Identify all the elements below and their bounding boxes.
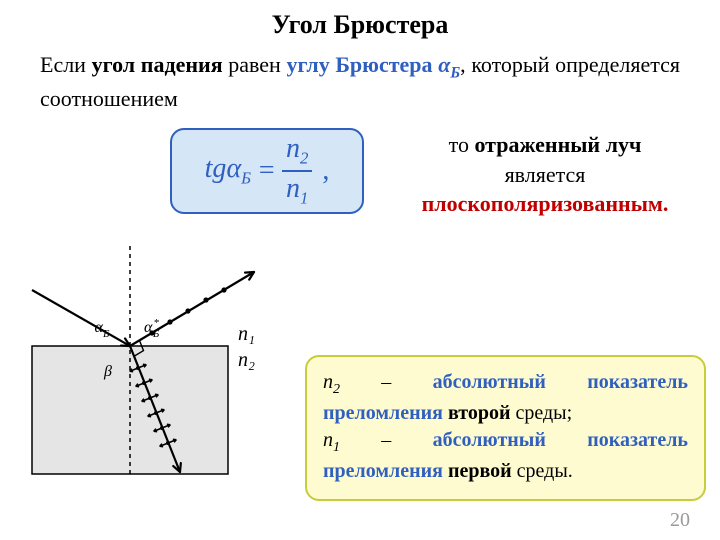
formula-comma: , <box>322 157 329 185</box>
note-dash1: – <box>340 371 433 393</box>
consequence-text: то отраженный луч является плоскополяриз… <box>395 130 695 219</box>
formula-fraction: n2 n1 <box>282 135 312 208</box>
intro-blue-var: α <box>438 52 450 77</box>
intro-text: Если угол падения равен углу Брюстера αБ… <box>40 50 680 114</box>
intro-blue-sub: Б <box>450 64 460 81</box>
note-n2-n: n <box>323 371 333 393</box>
note-n1-sub: 1 <box>333 440 340 455</box>
note-box: n2 – абсолютный показатель преломления в… <box>305 355 706 501</box>
intro-blue: углу Брюстера αБ <box>287 52 461 77</box>
intro-part1: Если <box>40 52 92 77</box>
svg-text:n₁: n₁ <box>238 323 255 345</box>
consequence-is: является <box>505 162 586 187</box>
formula-den-n: n <box>286 173 300 204</box>
note-first: первой <box>443 460 512 482</box>
formula-box: tgαБ = n2 n1 , <box>170 128 364 214</box>
svg-text:αБ: αБ <box>95 319 110 340</box>
brewster-diagram: αБα*Бβn₁n₂ <box>18 238 270 490</box>
intro-bold1: угол падения <box>92 52 223 77</box>
svg-text:β: β <box>103 363 112 380</box>
diagram-svg: αБα*Бβn₁n₂ <box>18 238 270 490</box>
page-title: Угол Брюстера <box>0 10 720 40</box>
formula-alpha: α <box>226 153 241 184</box>
formula-den: n1 <box>282 175 312 207</box>
note-second: второй <box>443 402 511 424</box>
brewster-formula: tgαБ = n2 n1 , <box>205 135 330 208</box>
page-number: 20 <box>670 509 690 532</box>
note-n1-var: n1 <box>323 429 340 451</box>
consequence-reflected-bold: отраженный луч <box>474 132 641 157</box>
note-n2-var: n2 <box>323 371 340 393</box>
intro-blue-text: углу Брюстера <box>287 52 439 77</box>
note-dash2: – <box>340 429 433 451</box>
svg-text:n₂: n₂ <box>238 349 255 371</box>
formula-alpha-sub: Б <box>241 168 251 187</box>
note-medium2: среды. <box>512 460 573 482</box>
consequence-polarized: плоскополяризованным. <box>422 191 669 216</box>
formula-num-sub: 2 <box>300 148 308 167</box>
consequence-to: то <box>449 132 475 157</box>
note-n1-n: n <box>323 429 333 451</box>
formula-num-n: n <box>286 133 300 164</box>
intro-part2: равен <box>223 52 287 77</box>
formula-lhs: tgαБ <box>205 155 251 187</box>
formula-eq: = <box>257 157 276 185</box>
formula-tg: tg <box>205 153 227 184</box>
formula-num: n2 <box>282 135 312 167</box>
note-medium1: среды; <box>510 402 572 424</box>
note-n2-sub: 2 <box>333 382 340 397</box>
formula-den-sub: 1 <box>300 189 308 208</box>
formula-bar <box>282 170 312 172</box>
